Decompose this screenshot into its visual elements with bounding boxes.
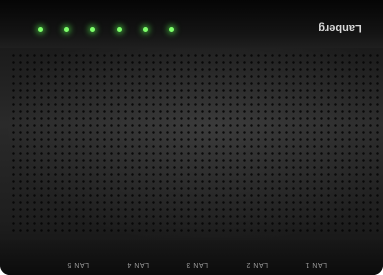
network-switch: Lanberg LAN 5 LAN 4 LAN 3 LAN 2 LAN 1 xyxy=(0,0,383,275)
led xyxy=(90,27,95,32)
port-label: LAN 2 xyxy=(237,261,277,268)
port-label: LAN 4 xyxy=(118,261,158,268)
led xyxy=(38,27,43,32)
port-label: LAN 1 xyxy=(296,261,336,268)
bottom-band xyxy=(0,240,383,275)
vent-grille xyxy=(10,52,383,232)
brand-logo: Lanberg xyxy=(305,22,375,34)
led xyxy=(169,27,174,32)
port-label: LAN 5 xyxy=(58,261,98,268)
page: Lanberg LAN 5LAN 4LAN 3LAN 2LAN 1 (() =>… xyxy=(0,0,383,275)
led xyxy=(143,27,148,32)
led xyxy=(117,27,122,32)
port-label: LAN 3 xyxy=(177,261,217,268)
led xyxy=(64,27,69,32)
